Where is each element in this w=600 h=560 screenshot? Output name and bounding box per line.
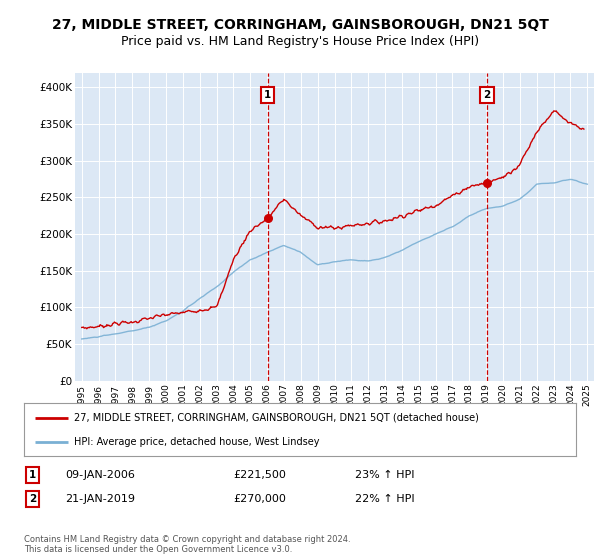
Text: £221,500: £221,500 (234, 470, 287, 479)
Text: 1: 1 (29, 470, 36, 479)
Text: Contains HM Land Registry data © Crown copyright and database right 2024.
This d: Contains HM Land Registry data © Crown c… (24, 535, 350, 554)
Text: 27, MIDDLE STREET, CORRINGHAM, GAINSBOROUGH, DN21 5QT: 27, MIDDLE STREET, CORRINGHAM, GAINSBORO… (52, 18, 548, 32)
Point (263, 214, 272, 223)
Text: 23% ↑ HPI: 23% ↑ HPI (355, 470, 415, 479)
Text: HPI: Average price, detached house, West Lindsey: HPI: Average price, detached house, West… (74, 437, 319, 447)
Text: 2: 2 (29, 494, 36, 504)
Text: 2: 2 (484, 90, 491, 100)
Point (482, 178, 492, 187)
Text: 27, MIDDLE STREET, CORRINGHAM, GAINSBOROUGH, DN21 5QT (detached house): 27, MIDDLE STREET, CORRINGHAM, GAINSBORO… (74, 413, 479, 423)
Text: 21-JAN-2019: 21-JAN-2019 (65, 494, 136, 504)
Text: 22% ↑ HPI: 22% ↑ HPI (355, 494, 415, 504)
Text: £270,000: £270,000 (234, 494, 287, 504)
Text: Price paid vs. HM Land Registry's House Price Index (HPI): Price paid vs. HM Land Registry's House … (121, 35, 479, 49)
Text: 09-JAN-2006: 09-JAN-2006 (65, 470, 135, 479)
Text: 1: 1 (264, 90, 271, 100)
